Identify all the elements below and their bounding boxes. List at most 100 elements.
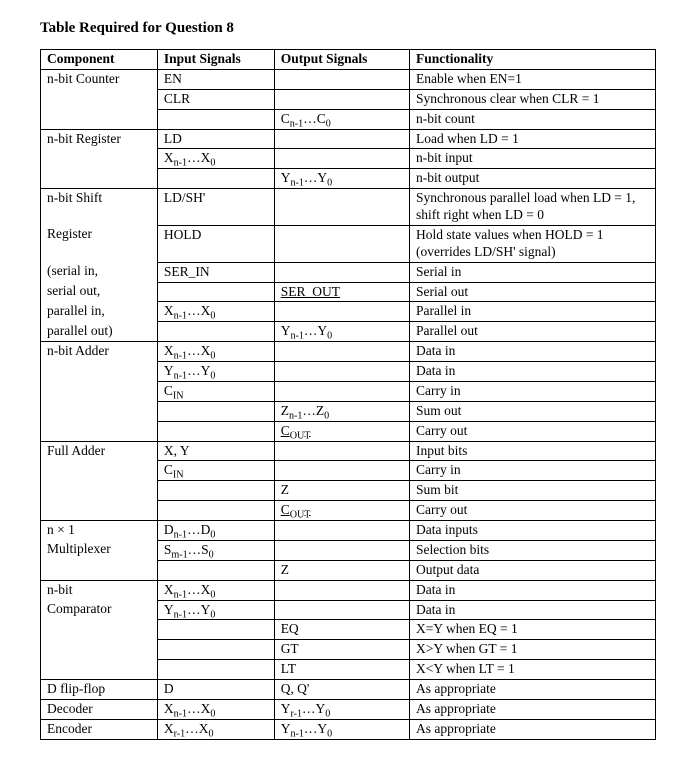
cell-input: [157, 322, 274, 342]
table-row: n-bit ShiftLD/SH'Synchronous parallel lo…: [41, 189, 656, 226]
cell-input: Dn-1…D0: [157, 521, 274, 541]
cell-component: [41, 481, 158, 501]
table-row: serial out, SER_OUTSerial out: [41, 282, 656, 302]
cell-component: Comparator: [41, 600, 158, 620]
cell-fn: Synchronous parallel load when LD = 1, s…: [409, 189, 655, 226]
table-row: CLR Synchronous clear when CLR = 1: [41, 89, 656, 109]
cell-output: GT: [274, 640, 409, 660]
cell-fn: Serial in: [409, 262, 655, 282]
hdr-output: Output Signals: [274, 50, 409, 70]
cell-output: [274, 129, 409, 149]
cell-output: [274, 362, 409, 382]
cell-component: [41, 401, 158, 421]
cell-output: [274, 149, 409, 169]
table-row: parallel in,Xn-1…X0Parallel in: [41, 302, 656, 322]
cell-fn: n-bit input: [409, 149, 655, 169]
cell-output: [274, 441, 409, 461]
cell-input: CLR: [157, 89, 274, 109]
cell-fn: Load when LD = 1: [409, 129, 655, 149]
cell-output: Yn-1…Y0: [274, 322, 409, 342]
cell-input: Xn-1…X0: [157, 342, 274, 362]
table-row: ZOutput data: [41, 560, 656, 580]
cell-component: [41, 421, 158, 441]
cell-input: Xr-1…X0: [157, 719, 274, 739]
hdr-component: Component: [41, 50, 158, 70]
table-row: n-bit RegisterLDLoad when LD = 1: [41, 129, 656, 149]
table-row: EQX=Y when EQ = 1: [41, 620, 656, 640]
table-row: n-bit AdderXn-1…X0 Data in: [41, 342, 656, 362]
table-row: RegisterHOLDHold state values when HOLD …: [41, 225, 656, 262]
cell-component: [41, 362, 158, 382]
cell-component: n-bit Adder: [41, 342, 158, 362]
cell-fn: Output data: [409, 560, 655, 580]
cell-output: [274, 189, 409, 226]
cell-fn: Synchronous clear when CLR = 1: [409, 89, 655, 109]
cell-input: Yn-1…Y0: [157, 362, 274, 382]
cell-output: Z: [274, 481, 409, 501]
cell-output: COUT: [274, 501, 409, 521]
cell-output: EQ: [274, 620, 409, 640]
cell-output: Cn-1…C0: [274, 109, 409, 129]
cell-input: [157, 660, 274, 680]
cell-component: [41, 620, 158, 640]
cell-fn: Data in: [409, 362, 655, 382]
page-title: Table Required for Question 8: [40, 20, 656, 37]
cell-component: parallel in,: [41, 302, 158, 322]
cell-component: Multiplexer: [41, 540, 158, 560]
cell-output: SER_OUT: [274, 282, 409, 302]
cell-output: [274, 89, 409, 109]
table-row: COUTCarry out: [41, 501, 656, 521]
cell-output: [274, 461, 409, 481]
table-row: GTX>Y when GT = 1: [41, 640, 656, 660]
cell-output: Yn-1…Y0: [274, 719, 409, 739]
cell-fn: Carry out: [409, 501, 655, 521]
cell-component: [41, 501, 158, 521]
cell-fn: Data in: [409, 600, 655, 620]
cell-fn: X=Y when EQ = 1: [409, 620, 655, 640]
cell-fn: Serial out: [409, 282, 655, 302]
cell-component: n-bit Register: [41, 129, 158, 149]
table-row: Cn-1…C0n-bit count: [41, 109, 656, 129]
header-row: Component Input Signals Output Signals F…: [41, 50, 656, 70]
cell-component: [41, 109, 158, 129]
cell-input: X, Y: [157, 441, 274, 461]
table-row: LTX<Y when LT = 1: [41, 660, 656, 680]
table-row: Full AdderX, YInput bits: [41, 441, 656, 461]
cell-component: n × 1: [41, 521, 158, 541]
cell-component: [41, 640, 158, 660]
cell-input: [157, 401, 274, 421]
table-row: Yn-1…Y0n-bit output: [41, 169, 656, 189]
cell-component: (serial in,: [41, 262, 158, 282]
cell-input: CIN: [157, 461, 274, 481]
cell-input: [157, 560, 274, 580]
cell-input: [157, 501, 274, 521]
cell-fn: n-bit count: [409, 109, 655, 129]
cell-output: Zn-1…Z0: [274, 401, 409, 421]
cell-fn: As appropriate: [409, 719, 655, 739]
cell-fn: Parallel in: [409, 302, 655, 322]
table-row: n-bitXn-1…X0Data in: [41, 580, 656, 600]
cell-component: serial out,: [41, 282, 158, 302]
cell-component: n-bit Counter: [41, 69, 158, 89]
cell-output: [274, 540, 409, 560]
cell-input: D: [157, 680, 274, 700]
cell-component: [41, 560, 158, 580]
cell-component: parallel out): [41, 322, 158, 342]
cell-fn: X>Y when GT = 1: [409, 640, 655, 660]
cell-fn: As appropriate: [409, 680, 655, 700]
cell-input: [157, 169, 274, 189]
cell-input: Xn-1…X0: [157, 580, 274, 600]
cell-fn: Data inputs: [409, 521, 655, 541]
components-table: Component Input Signals Output Signals F…: [40, 49, 656, 740]
cell-component: [41, 149, 158, 169]
cell-fn: Parallel out: [409, 322, 655, 342]
cell-input: [157, 109, 274, 129]
table-row: Yn-1…Y0 Data in: [41, 362, 656, 382]
table-row: n × 1Dn-1…D0 Data inputs: [41, 521, 656, 541]
cell-input: EN: [157, 69, 274, 89]
cell-fn: X<Y when LT = 1: [409, 660, 655, 680]
cell-fn: Data in: [409, 342, 655, 362]
cell-input: Yn-1…Y0: [157, 600, 274, 620]
cell-input: SER_IN: [157, 262, 274, 282]
cell-fn: Hold state values when HOLD = 1 (overrid…: [409, 225, 655, 262]
